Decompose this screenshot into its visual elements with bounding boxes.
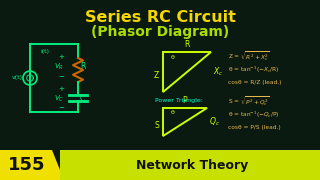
Text: Power Triangle:: Power Triangle: [155,98,203,103]
Polygon shape [0,150,64,180]
Text: Network Theory: Network Theory [136,159,248,172]
Text: −: − [58,74,64,80]
Polygon shape [60,150,320,180]
Text: i(t): i(t) [40,49,49,54]
Text: v(t): v(t) [12,75,22,80]
Text: R: R [80,62,85,71]
Text: $V_C$: $V_C$ [54,94,64,104]
Text: C: C [80,94,85,103]
Text: P: P [183,96,187,105]
Text: Series RC Circuit: Series RC Circuit [84,10,236,25]
Text: θ: θ [171,55,175,60]
Text: −: − [58,105,64,111]
Text: (Phasor Diagram): (Phasor Diagram) [91,25,229,39]
Text: R: R [184,40,190,49]
Text: Z = $\sqrt{R^2+X_c^2}$: Z = $\sqrt{R^2+X_c^2}$ [228,50,270,64]
Text: S = $\sqrt{P^2+Q_c^2}$: S = $\sqrt{P^2+Q_c^2}$ [228,95,270,109]
Text: +: + [58,54,64,60]
Text: θ: θ [171,110,175,115]
Text: θ = tan$^{-1}$($-X_c$/R): θ = tan$^{-1}$($-X_c$/R) [228,65,280,75]
Text: cosθ = R/Z (lead.): cosθ = R/Z (lead.) [228,80,282,85]
Text: S: S [155,120,159,129]
Text: cosθ = P/S (lead.): cosθ = P/S (lead.) [228,125,281,130]
Text: Z: Z [153,71,159,80]
Text: $Q_c$: $Q_c$ [209,116,220,128]
Text: +: + [58,86,64,92]
Text: θ = tan$^{-1}$($-Q_c$/P): θ = tan$^{-1}$($-Q_c$/P) [228,110,280,120]
Text: $V_R$: $V_R$ [54,62,64,72]
Text: 155: 155 [8,156,46,174]
Text: $X_c$: $X_c$ [213,66,223,78]
